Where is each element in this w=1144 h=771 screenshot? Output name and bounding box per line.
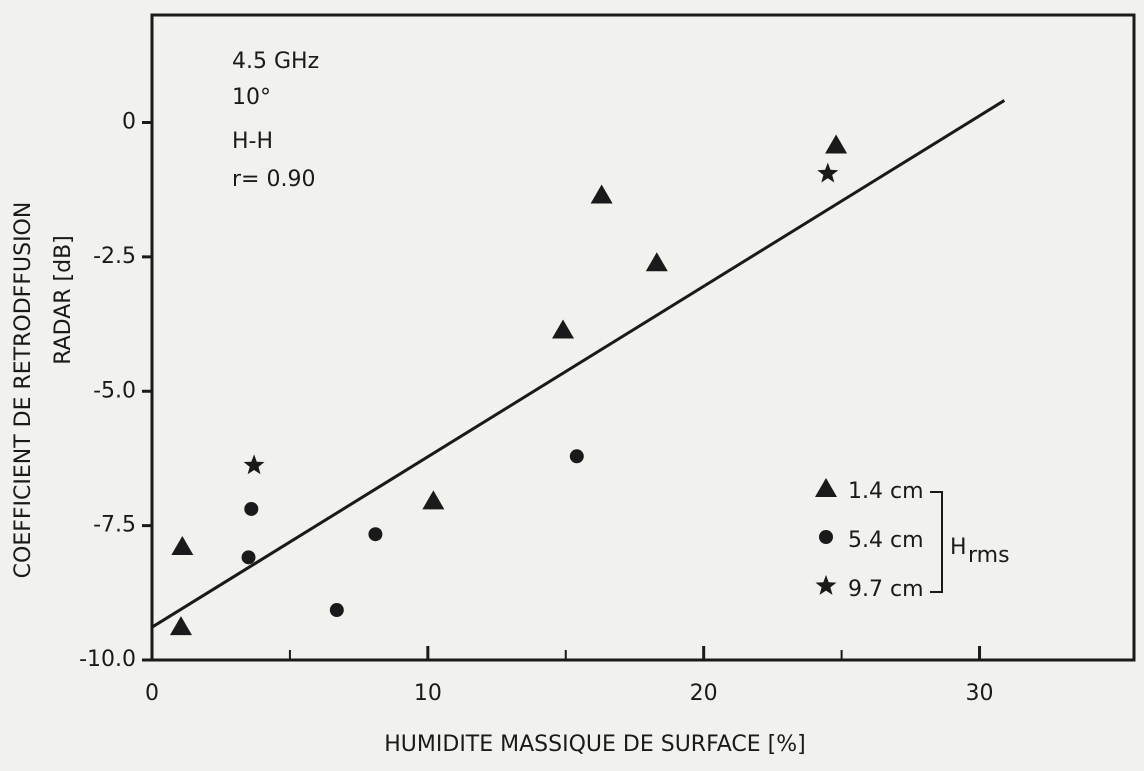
legend-title-sub: rms [968, 543, 1010, 568]
point [569, 449, 584, 464]
y-tick-label: -10.0 [79, 647, 136, 672]
legend-title: H [950, 535, 967, 560]
annotation: H-H [232, 129, 273, 154]
legend-label: 9.7 cm [848, 577, 924, 602]
annotation: r= 0.90 [232, 167, 315, 192]
y-axis-label: COEFFICIENT DE RETRODFFUSION [11, 202, 36, 579]
legend-label: 5.4 cm [848, 528, 924, 553]
fit-line [151, 99, 1006, 629]
point [552, 319, 575, 339]
y-tick-label: -7.5 [93, 513, 136, 538]
y-tick-label: -5.0 [93, 378, 136, 403]
legend-marker [815, 478, 837, 497]
legend-marker [819, 530, 833, 544]
y-tick-label: -2.5 [93, 244, 136, 269]
point [817, 162, 839, 183]
legend-bracket [930, 491, 943, 593]
x-tick-label: 10 [414, 681, 442, 706]
legend-label: 1.4 cm [848, 479, 924, 504]
point [422, 490, 445, 510]
point [645, 252, 668, 272]
x-tick-label: 0 [145, 681, 159, 706]
point [368, 527, 383, 542]
point [241, 550, 256, 565]
legend-marker [815, 575, 837, 595]
x-axis-label: HUMIDITE MASSIQUE DE SURFACE [%] [384, 732, 805, 757]
y-axis-label: RADAR [dB] [51, 235, 76, 365]
x-tick-label: 20 [690, 681, 718, 706]
annotation: 4.5 GHz [232, 49, 319, 74]
x-tick-label: 30 [966, 681, 994, 706]
point [329, 603, 344, 618]
point [243, 454, 265, 475]
point [244, 501, 259, 516]
plot-frame [150, 13, 1136, 662]
annotation: 10° [232, 85, 271, 110]
point [590, 184, 613, 204]
point [171, 536, 194, 556]
point [169, 616, 192, 636]
point [825, 134, 848, 154]
y-tick-label: 0 [122, 110, 136, 135]
